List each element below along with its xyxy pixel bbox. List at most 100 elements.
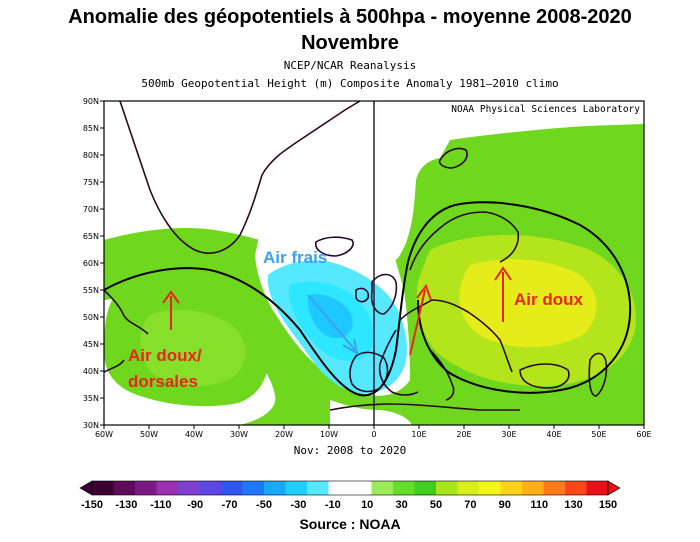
lat-tick-label: 50N	[83, 313, 99, 322]
colorbar-swatch	[285, 481, 308, 495]
colorbar-label: 150	[599, 499, 617, 511]
lon-tick-label: 20E	[456, 430, 471, 439]
colorbar-swatch	[522, 481, 544, 495]
lat-tick-label: 40N	[83, 367, 99, 376]
description-line: 500mb Geopotential Height (m) Composite …	[141, 77, 559, 90]
lon-tick-label: 20W	[275, 430, 293, 439]
lat-tick-label: 45N	[83, 340, 99, 349]
lon-tick-label: 40W	[185, 430, 203, 439]
lat-tick-label: 90N	[83, 97, 99, 106]
contour-west	[104, 261, 409, 397]
lat-tick-label: 60N	[83, 259, 99, 268]
colorbar-label: 110	[530, 499, 548, 511]
colorbar-label: 130	[564, 499, 582, 511]
lon-tick-label: 50W	[140, 430, 158, 439]
svalbard-coast	[438, 147, 468, 169]
black-sea-coast	[519, 363, 570, 389]
latitude-axis: 90N 85N 80N 75N 70N 65N 60N 55N 50N 45N 40N 35N 30N	[83, 97, 104, 430]
arrow-warm-north-head	[416, 283, 432, 301]
colorbar-swatch	[543, 481, 566, 495]
annotation-arrows	[162, 266, 512, 356]
arrow-west-up-head	[162, 290, 180, 304]
colorbar-label: 30	[395, 499, 407, 511]
colorbar-label: -150	[81, 499, 103, 511]
colorbar-label: -10	[325, 499, 341, 511]
period-label: Nov: 2008 to 2020	[293, 444, 407, 457]
colorbar-swatch	[242, 481, 265, 495]
annotation-warm-west-1: Air doux/	[128, 346, 202, 365]
lat-tick-label: 75N	[83, 178, 99, 187]
caspian-coast	[588, 352, 608, 397]
longitude-axis: 60W 50W 40W 30W 20W 10W 0 10E 20E 30E 40E 50E 60E	[95, 425, 652, 439]
arrow-cold-down	[307, 294, 356, 351]
colorbar-swatch	[113, 481, 136, 495]
scandinavia-coast	[409, 211, 520, 271]
colorbar-label: -50	[256, 499, 272, 511]
lat-tick-label: 70N	[83, 205, 99, 214]
colorbar-label: -70	[222, 499, 238, 511]
italy-coast	[429, 349, 455, 401]
contour-east	[407, 201, 632, 394]
colorbar-swatch	[92, 481, 114, 495]
arrow-warm-north	[409, 289, 426, 356]
colorbar-swatch	[221, 481, 243, 495]
colorbar-arrow-left	[79, 480, 93, 496]
lat-tick-label: 65N	[83, 232, 99, 241]
lat-tick-label: 30N	[83, 421, 99, 430]
colorbar-label: -130	[115, 499, 137, 511]
lat-tick-label: 80N	[83, 151, 99, 160]
colorbar-swatch	[500, 481, 523, 495]
colorbar-swatch	[178, 481, 200, 495]
colorbar-swatch	[199, 481, 222, 495]
coastlines	[104, 101, 608, 425]
colorbar-label: 10	[361, 499, 373, 511]
lat-tick-label: 35N	[83, 394, 99, 403]
colorbar-swatch	[586, 481, 609, 495]
lon-tick-label: 0	[371, 430, 376, 439]
cold-anomaly-center	[307, 294, 353, 339]
lon-tick-label: 30W	[230, 430, 248, 439]
europe-mainland-coast	[378, 299, 513, 396]
colorbar-swatch	[328, 481, 351, 495]
lab-label: NOAA Physical Sciences Laboratory	[451, 104, 640, 115]
british-isles-coast	[355, 273, 398, 315]
neutral-area-north	[104, 101, 644, 232]
colorbar-swatch	[307, 481, 329, 495]
colorbar-label: -110	[150, 499, 171, 511]
colorbar-label: -30	[290, 499, 306, 511]
map-title: Anomalie des géopotentiels à 500hpa - mo…	[68, 6, 632, 28]
lon-tick-label: 60W	[95, 430, 113, 439]
north-africa-coast	[329, 403, 520, 411]
greenland-coast	[119, 101, 361, 254]
colorbar-swatch	[457, 481, 480, 495]
colorbar-label: 90	[499, 499, 511, 511]
iceland-coast	[314, 236, 354, 257]
colorbar-swatch	[565, 481, 587, 495]
zero-contours	[104, 201, 632, 397]
canada-coast	[104, 289, 149, 373]
colorbar-swatch	[479, 481, 501, 495]
colorbar-label: 70	[464, 499, 476, 511]
lon-tick-label: 40E	[546, 430, 561, 439]
colorbar-frame	[91, 480, 609, 496]
lon-tick-label: 10W	[320, 430, 338, 439]
colorbar-arrow-right	[607, 480, 621, 496]
lon-tick-label: 50E	[591, 430, 606, 439]
yellow-east-core	[459, 259, 597, 348]
lat-tick-label: 55N	[83, 286, 99, 295]
colorbar-swatch	[264, 481, 286, 495]
annotation-cold: Air frais	[263, 248, 327, 267]
lat-tick-label: 85N	[83, 124, 99, 133]
colorbar-label: 50	[430, 499, 442, 511]
lon-tick-label: 30E	[501, 430, 516, 439]
light-green-west-core	[140, 309, 246, 386]
colorbar-label: -90	[187, 499, 203, 511]
colorbar-swatch	[436, 481, 458, 495]
annotation-warm-west-2: dorsales	[128, 372, 198, 391]
arrow-cold-down-head	[342, 338, 359, 355]
colorbar-swatch	[414, 481, 437, 495]
source-credit: Source : NOAA	[299, 516, 401, 532]
source-line: NCEP/NCAR Reanalysis	[283, 59, 417, 72]
colorbar: -150 -130 -110 -90 -70 -50 -30 -10 10 30 50 70 90 110…	[79, 480, 621, 511]
